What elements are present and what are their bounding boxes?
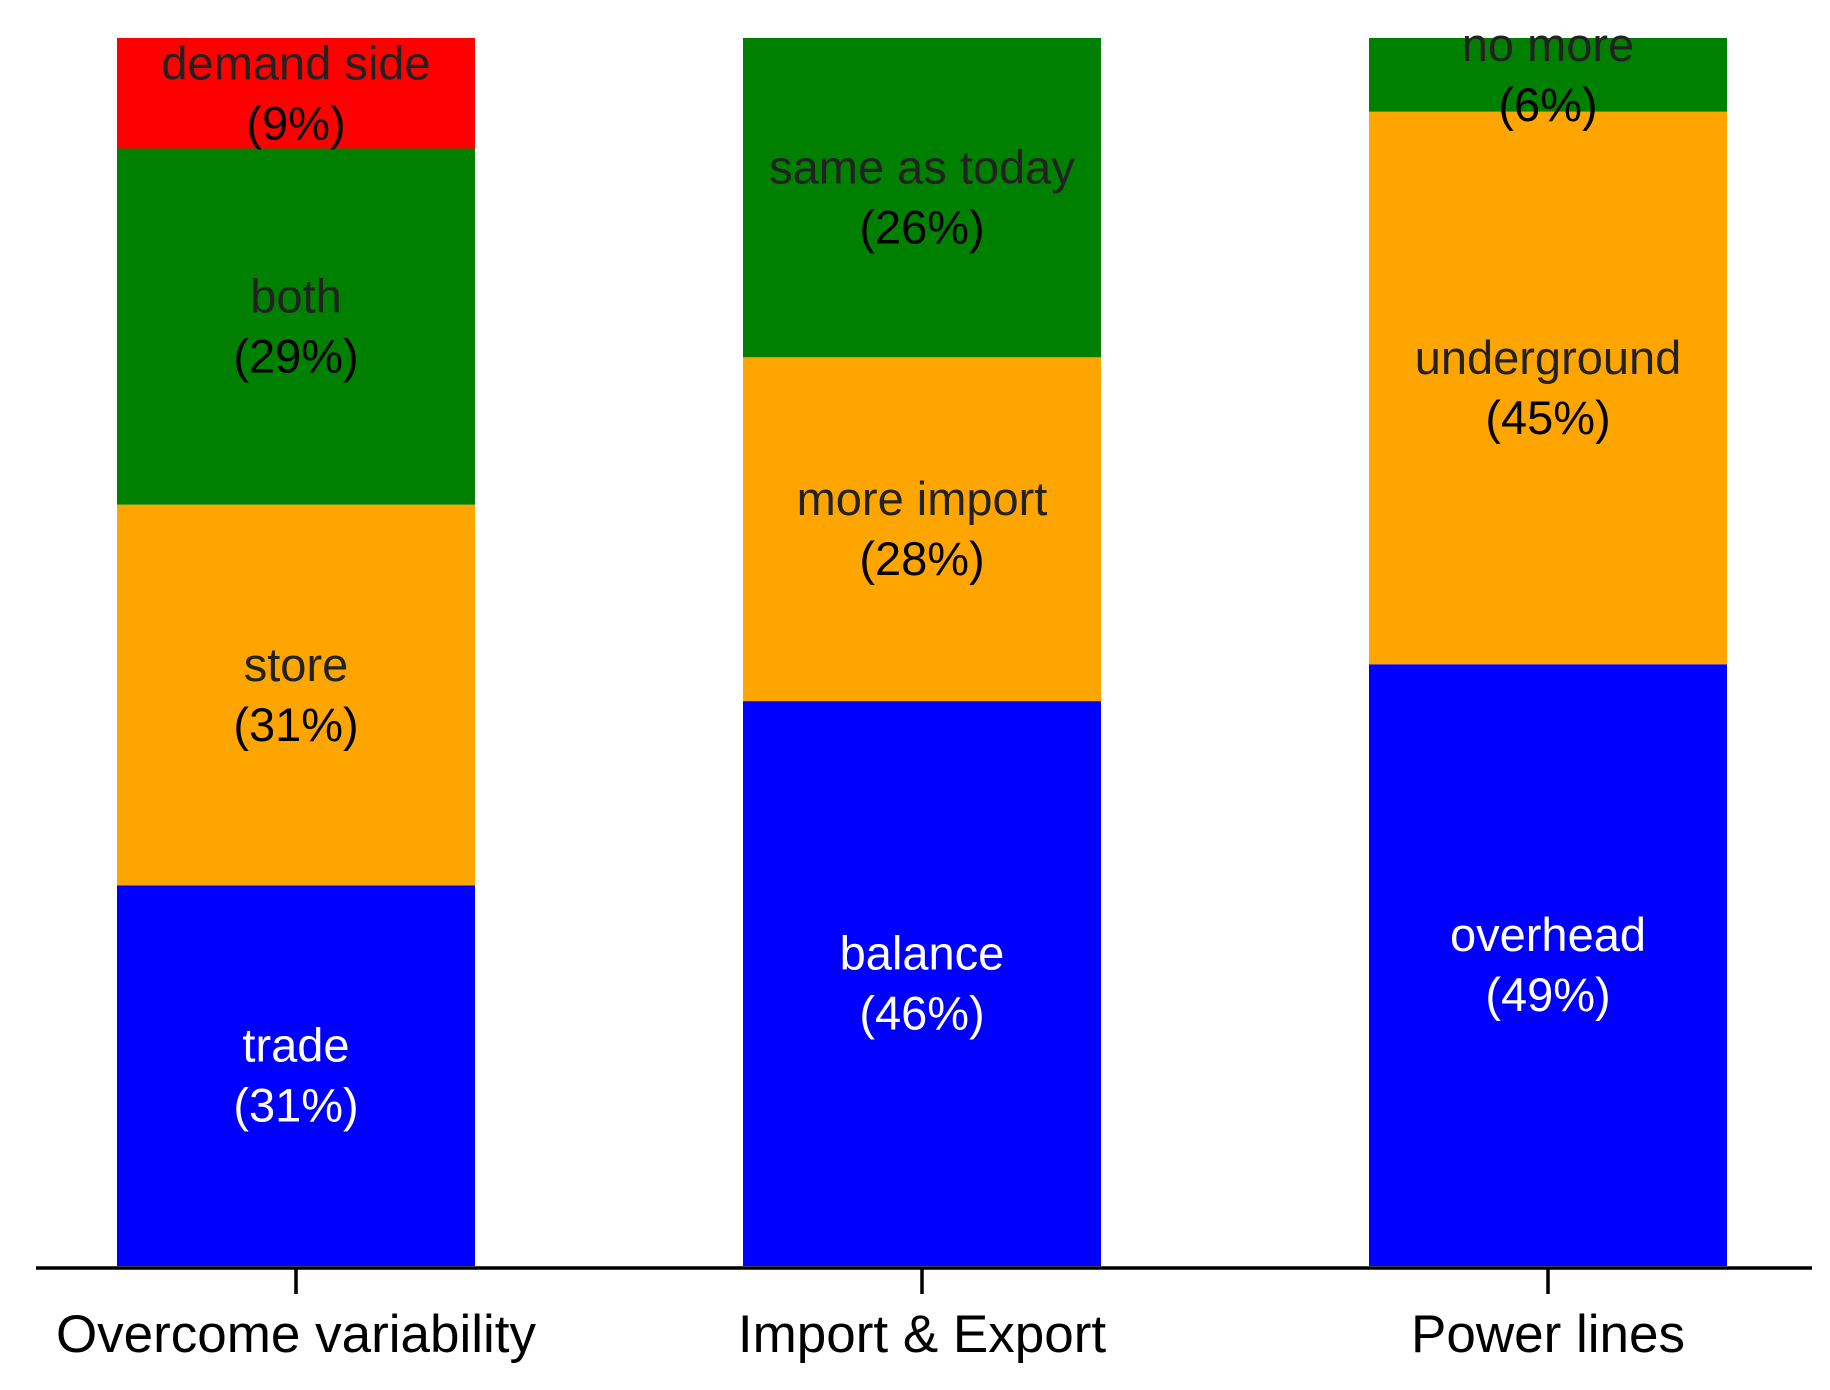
segment-percent-label: (45%) <box>1485 391 1610 444</box>
x-tick-label: Import & Export <box>738 1305 1106 1364</box>
bar-segment <box>117 148 475 505</box>
bar-segment <box>1369 111 1727 665</box>
segment-label: underground <box>1415 331 1682 384</box>
segment-percent-label: (9%) <box>246 96 345 149</box>
x-tick-label: Overcome variability <box>56 1305 537 1364</box>
bars-layer <box>117 38 1727 1266</box>
segment-label: more import <box>797 472 1048 525</box>
segment-label: trade <box>242 1019 349 1072</box>
segment-percent-label: (29%) <box>233 330 358 383</box>
segment-percent-label: (31%) <box>233 1079 358 1132</box>
segment-label: demand side <box>161 36 430 89</box>
bar-segment <box>743 357 1101 702</box>
bar-segment <box>743 701 1101 1266</box>
segment-percent-label: (49%) <box>1485 968 1610 1021</box>
bar-segment <box>117 38 475 149</box>
segment-percent-label: (26%) <box>859 201 984 254</box>
segment-percent-label: (31%) <box>233 698 358 751</box>
bar-segment <box>743 38 1101 358</box>
bar-segment <box>117 504 475 886</box>
segment-label: both <box>250 270 341 323</box>
bar-segment <box>1369 664 1727 1266</box>
segment-percent-label: (28%) <box>859 532 984 585</box>
segment-label: no more <box>1462 18 1634 71</box>
segment-percent-label: (6%) <box>1498 78 1597 131</box>
x-ticks-layer: Overcome variability Import & Export Power… <box>56 1268 1685 1364</box>
segment-label: overhead <box>1450 908 1646 961</box>
segment-labels-layer: trade (31%) store (31%) both (29%) demand side… <box>161 18 1681 1132</box>
segment-label: balance <box>840 927 1005 980</box>
segment-percent-label: (46%) <box>859 987 984 1040</box>
x-tick-label: Power lines <box>1411 1305 1685 1364</box>
segment-label: store <box>244 638 349 691</box>
segment-label: same as today <box>769 141 1075 194</box>
bar-segment <box>117 885 475 1266</box>
bar-segment <box>1369 38 1727 112</box>
